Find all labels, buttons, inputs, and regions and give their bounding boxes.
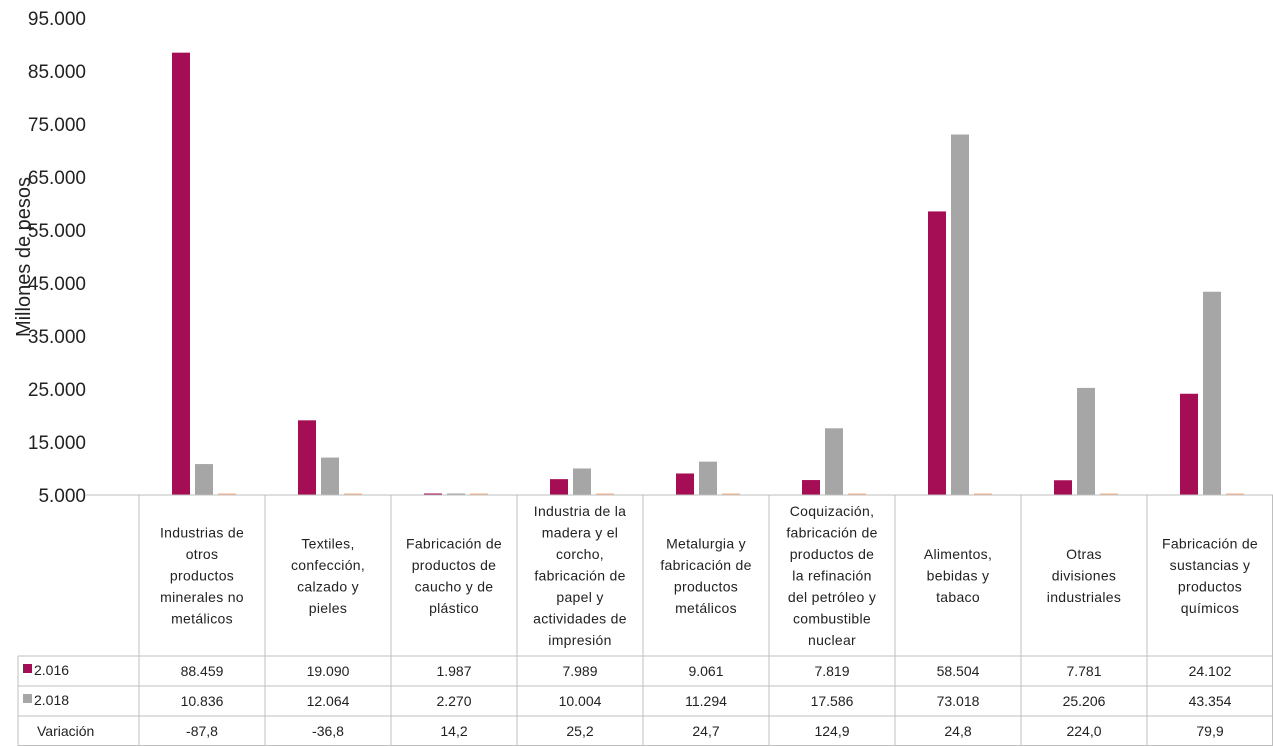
bar bbox=[802, 480, 820, 495]
y-tick-label: 75.000 bbox=[28, 115, 86, 136]
data-label: 9.061 bbox=[688, 663, 723, 679]
data-label: 24.102 bbox=[1189, 663, 1232, 679]
y-axis-label: Millones de pesos bbox=[13, 177, 35, 337]
bar bbox=[470, 493, 488, 495]
bar bbox=[1077, 387, 1095, 495]
data-label: 79,9 bbox=[1196, 723, 1223, 739]
bar bbox=[447, 493, 465, 495]
y-tick-label: 35.000 bbox=[28, 327, 86, 348]
bar bbox=[573, 468, 591, 495]
bar bbox=[298, 420, 316, 495]
data-label: 124,9 bbox=[814, 723, 849, 739]
bar bbox=[676, 473, 694, 495]
data-label: 7.819 bbox=[814, 663, 849, 679]
bar bbox=[974, 493, 992, 495]
bar bbox=[1203, 291, 1221, 495]
y-tick-label: 65.000 bbox=[28, 168, 86, 189]
data-label: 19.090 bbox=[307, 663, 350, 679]
data-table: Industrias de otros productos minerales no m… bbox=[17, 494, 1273, 746]
y-tick-label: 45.000 bbox=[28, 274, 86, 295]
category-label: Alimentos, bebidas y tabaco bbox=[924, 546, 992, 605]
bar bbox=[172, 52, 190, 496]
y-tick-label: 25.000 bbox=[28, 380, 86, 401]
y-tick-label: 5.000 bbox=[38, 486, 86, 507]
y-axis: 5.000 15.000 25.000 35.000 45.000 55.000 65.00… bbox=[28, 9, 86, 507]
data-label: 7.989 bbox=[562, 663, 597, 679]
bar bbox=[1054, 480, 1072, 495]
legend-swatch bbox=[23, 694, 32, 703]
bar bbox=[218, 493, 236, 495]
y-tick-label: 15.000 bbox=[28, 433, 86, 454]
bar bbox=[1226, 493, 1244, 495]
data-label: 24,8 bbox=[944, 723, 971, 739]
bar bbox=[848, 493, 866, 495]
data-label: 25.206 bbox=[1063, 693, 1106, 709]
data-label: 224,0 bbox=[1066, 723, 1101, 739]
bar bbox=[928, 211, 946, 495]
category-label: Metalurgia y fabricación de productos metál… bbox=[660, 535, 751, 616]
data-label: 10.004 bbox=[559, 693, 602, 709]
data-label: -36,8 bbox=[312, 723, 344, 739]
category-label: Industrias de otros productos minerales no m… bbox=[160, 525, 244, 627]
bar bbox=[321, 457, 339, 495]
data-label: 1.987 bbox=[436, 663, 471, 679]
y-tick-label: 95.000 bbox=[28, 9, 86, 30]
legend-label: Variación bbox=[37, 723, 94, 739]
bars bbox=[172, 52, 1244, 496]
bar bbox=[550, 479, 568, 495]
legend-label: 2.016 bbox=[34, 662, 69, 678]
data-label: 12.064 bbox=[307, 693, 350, 709]
bar bbox=[699, 461, 717, 495]
category-label: Fabricación de sustancias y productos quími… bbox=[1162, 535, 1258, 616]
data-label: 7.781 bbox=[1066, 663, 1101, 679]
bar bbox=[344, 493, 362, 495]
data-label: 14,2 bbox=[440, 723, 467, 739]
bar bbox=[424, 493, 442, 495]
bar bbox=[825, 428, 843, 495]
data-label: 25,2 bbox=[566, 723, 593, 739]
bar bbox=[596, 493, 614, 495]
y-tick-label: 85.000 bbox=[28, 62, 86, 83]
y-tick-label: 55.000 bbox=[28, 221, 86, 242]
data-label: 2.270 bbox=[436, 693, 471, 709]
bar bbox=[951, 134, 969, 496]
data-label: 73.018 bbox=[937, 693, 980, 709]
legend-swatch bbox=[23, 664, 32, 673]
category-label: Otras divisiones industriales bbox=[1047, 546, 1121, 605]
bar bbox=[722, 493, 740, 495]
category-label: Coquización, fabricación de productos de la… bbox=[786, 503, 877, 648]
data-label: 58.504 bbox=[937, 663, 980, 679]
bar bbox=[1100, 493, 1118, 495]
data-label: 11.294 bbox=[685, 693, 727, 709]
data-label: 24,7 bbox=[692, 723, 719, 739]
data-label: -87,8 bbox=[186, 723, 218, 739]
bar bbox=[195, 464, 213, 495]
data-label: 43.354 bbox=[1189, 693, 1232, 709]
legend-label: 2.018 bbox=[34, 692, 69, 708]
data-label: 88.459 bbox=[181, 663, 224, 679]
data-label: 17.586 bbox=[811, 693, 854, 709]
category-label: Industria de la madera y el corcho, fabrica… bbox=[533, 503, 627, 648]
bar bbox=[1180, 393, 1198, 495]
category-label: Textiles, confección, calzado y pieles bbox=[291, 535, 365, 616]
data-label: 10.836 bbox=[181, 693, 224, 709]
category-label: Fabricación de productos de caucho y de plá… bbox=[406, 535, 502, 616]
